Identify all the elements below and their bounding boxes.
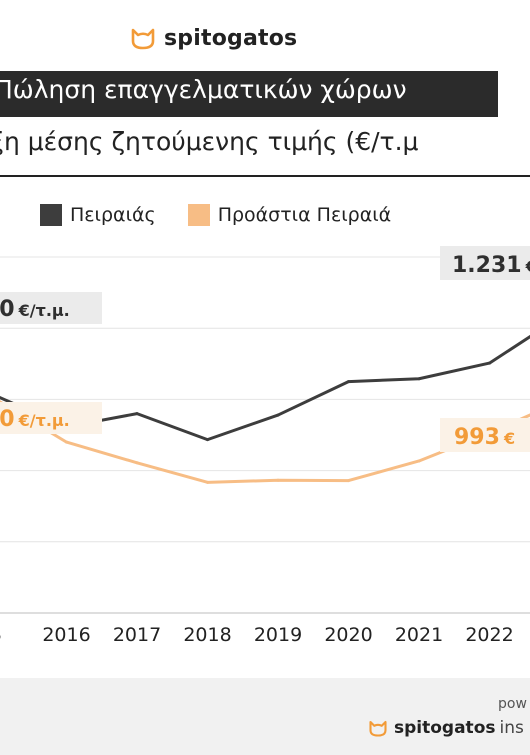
footer-brand: spitogatos xyxy=(394,718,496,738)
footer: pow spitogatos ins xyxy=(0,678,530,755)
x-tick-label: 2020 xyxy=(324,624,372,646)
data-point xyxy=(65,440,68,444)
x-tick-label: 5 xyxy=(0,624,2,646)
data-label-box xyxy=(440,418,530,452)
data-point xyxy=(347,479,350,483)
legend: Πειραιάς Προάστια Πειραιά xyxy=(40,204,391,226)
data-label: 993 € xyxy=(454,425,515,450)
data-point xyxy=(488,361,491,365)
cat-logo-icon xyxy=(131,28,155,50)
x-tick-label: 2017 xyxy=(113,624,161,646)
line-chart: 52016201720182019202020212022200€/τ.μ.00… xyxy=(0,246,530,646)
footer-logo: spitogatos ins xyxy=(368,718,524,738)
x-tick-label: 2022 xyxy=(465,624,513,646)
data-point xyxy=(276,478,280,482)
data-label-box xyxy=(0,402,102,434)
title-band: Πώληση επαγγελματικών χώρων xyxy=(0,71,498,117)
x-tick-label: 2019 xyxy=(254,624,302,646)
legend-label-piraeus: Πειραιάς xyxy=(70,204,156,226)
brand-logo: spitogatos xyxy=(130,22,297,54)
legend-label-suburbs: Προάστια Πειραιά xyxy=(217,204,392,226)
legend-swatch-piraeus xyxy=(40,204,62,226)
chart-title: Πώληση επαγγελματικών χώρων xyxy=(0,75,407,104)
x-tick-label: 2021 xyxy=(395,624,443,646)
data-point xyxy=(417,377,421,381)
data-label: 00€/τ.μ. xyxy=(0,407,70,432)
data-point xyxy=(276,413,280,417)
data-label: 1.231€ xyxy=(452,253,530,278)
chart-subtitle: ξη μέσης ζητούμενης τιμής (€/τ.μ xyxy=(0,127,419,156)
data-point xyxy=(417,459,421,463)
data-point xyxy=(135,412,139,416)
x-tick-label: 2016 xyxy=(42,624,90,646)
footer-brand-suffix: ins xyxy=(499,718,524,738)
x-tick-label: 2018 xyxy=(183,624,231,646)
subtitle-divider xyxy=(0,175,530,177)
data-point xyxy=(135,461,139,465)
data-label: 00€/τ.μ. xyxy=(0,297,70,322)
data-point xyxy=(206,480,209,484)
powered-by-text: pow xyxy=(498,696,527,712)
brand-name: spitogatos xyxy=(164,25,298,51)
data-label-box xyxy=(440,246,530,280)
data-point xyxy=(206,438,209,442)
data-label-box xyxy=(0,292,102,324)
legend-swatch-suburbs xyxy=(187,204,210,226)
data-point xyxy=(347,380,350,384)
cat-logo-icon xyxy=(369,720,387,737)
